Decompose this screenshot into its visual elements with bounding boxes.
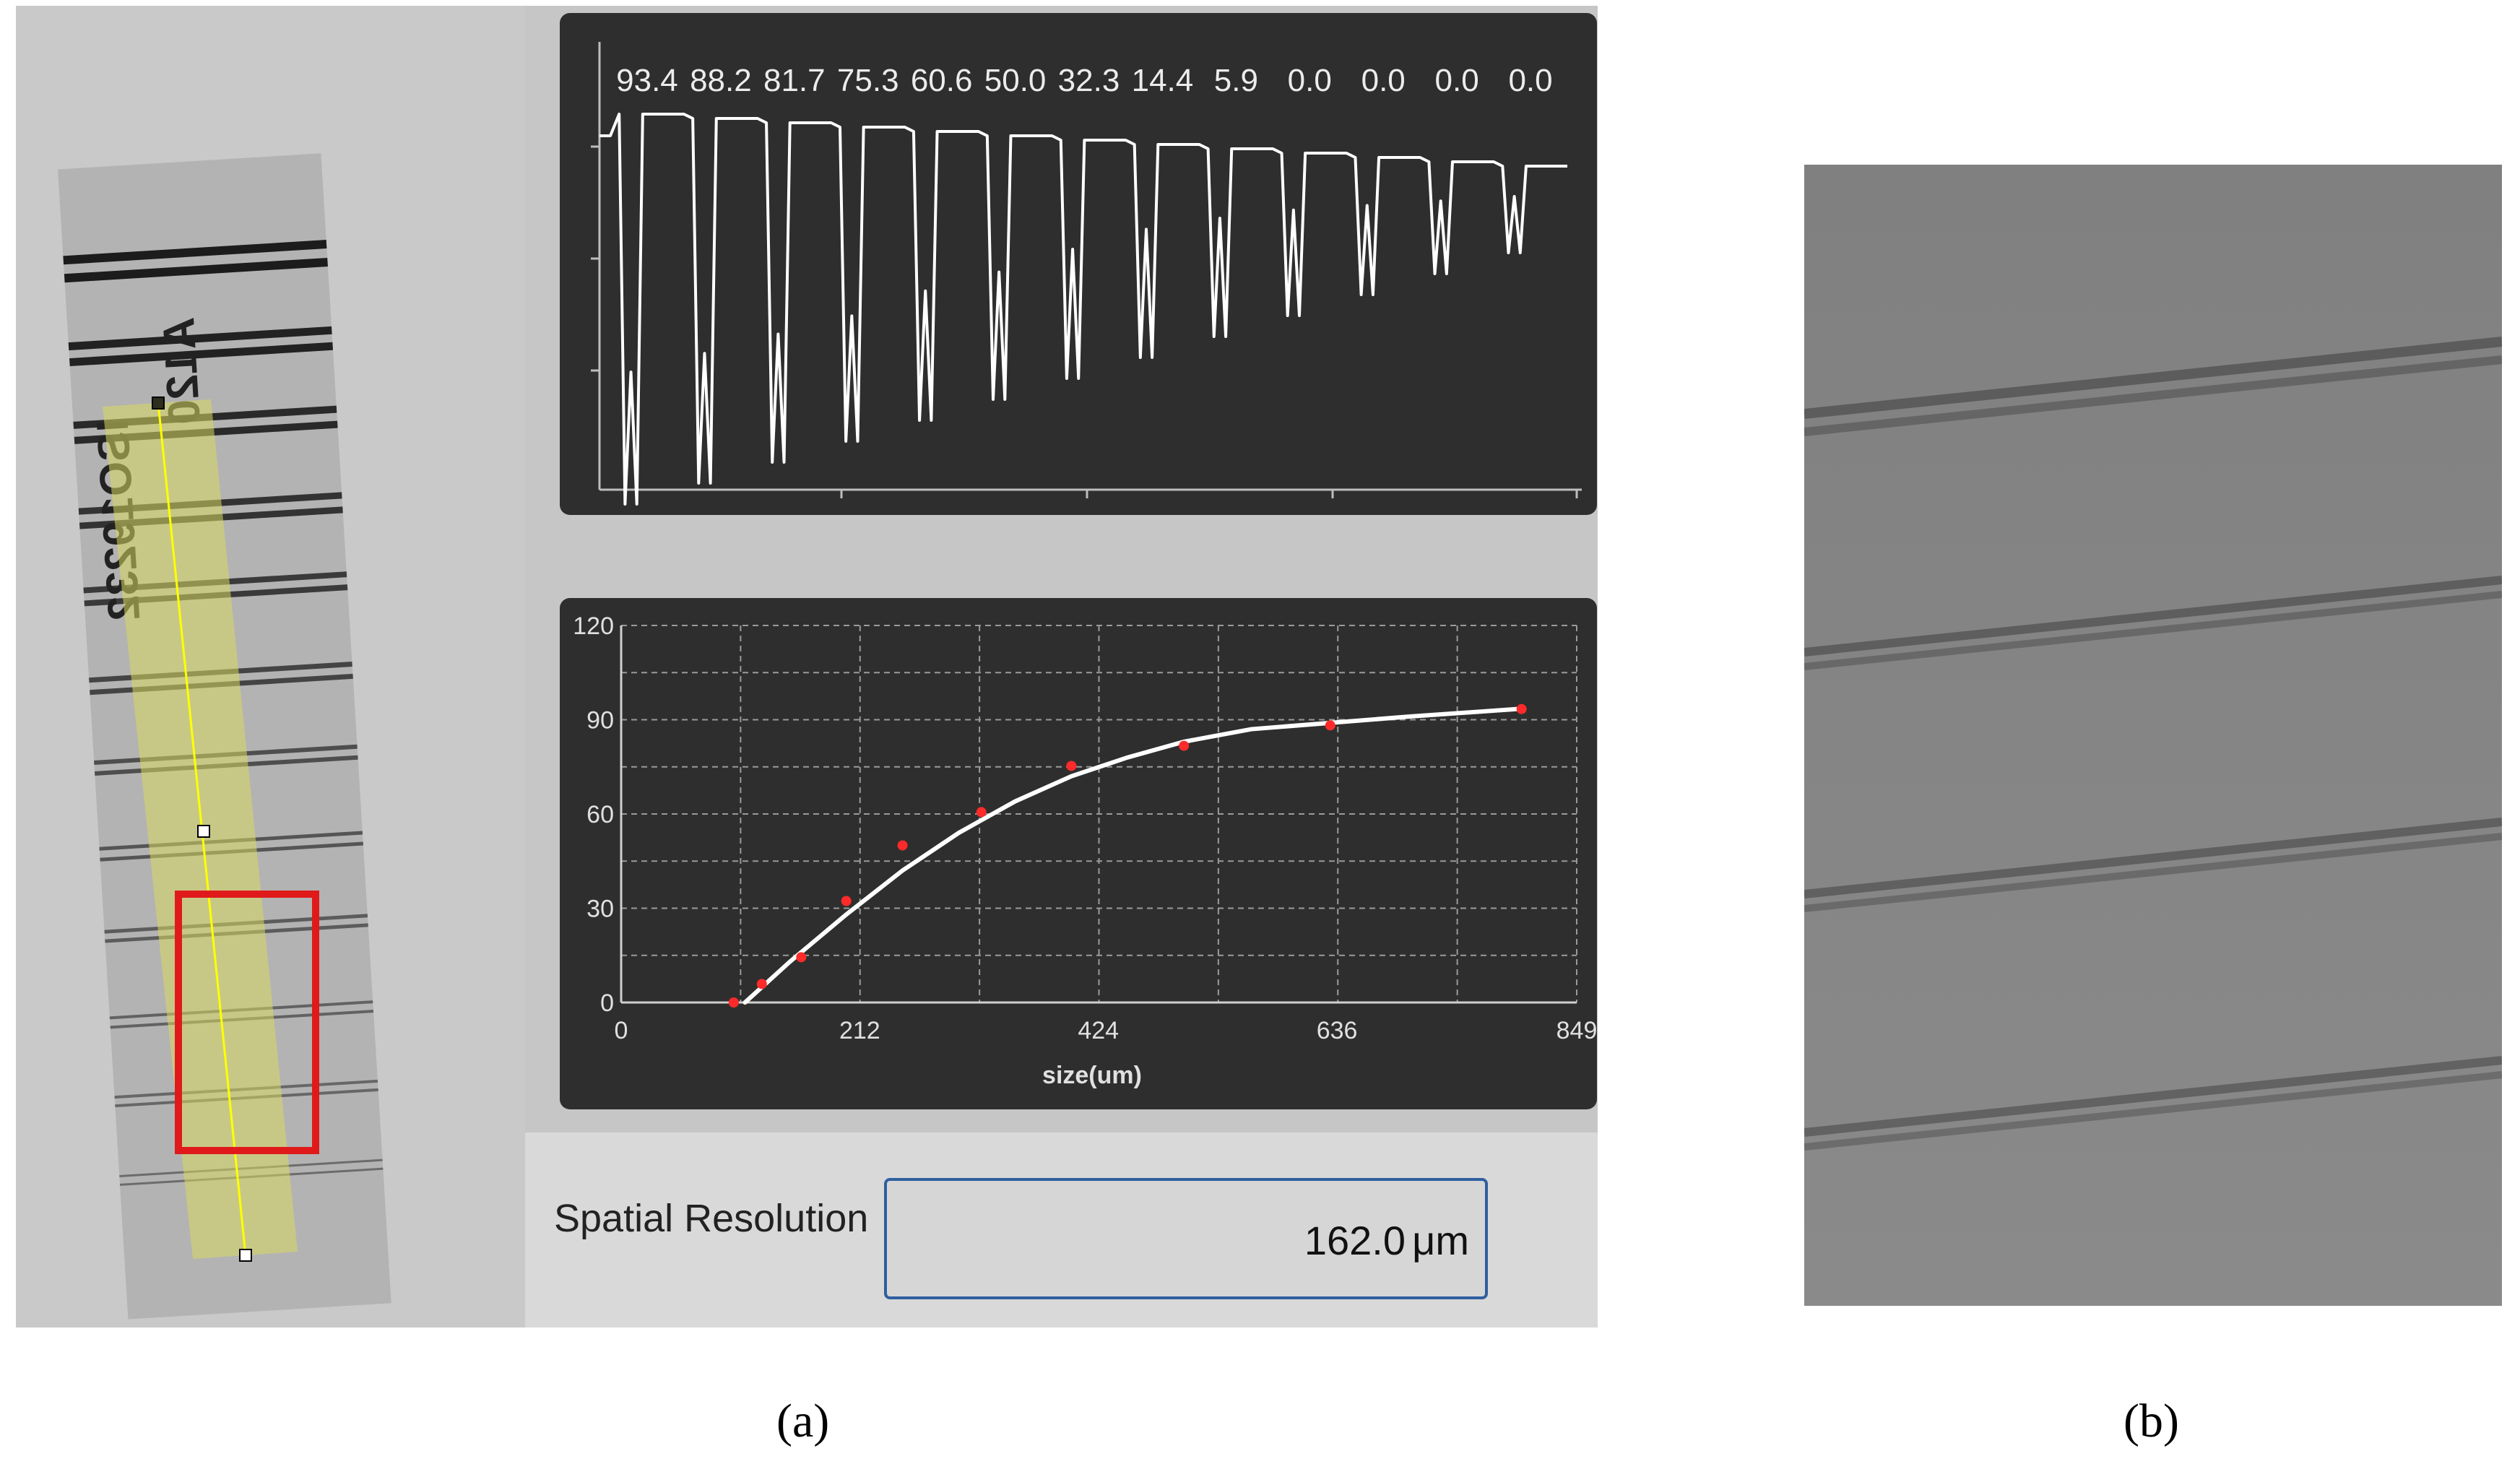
panel-a: ISO19232 A120 [16,6,1598,1327]
profile-curve [599,113,1567,506]
data-point [1179,740,1190,751]
mtf-chart-panel: 0 30 60 90 120 0 212 424 636 849 size(um) [560,598,1597,1109]
profile-value-labels: 93.4 88.2 81.7 75.3 60.6 50.0 32.3 14.4 5.9 0.0 0.… [616,63,1552,98]
profile-value-label: 0.0 [1435,63,1479,98]
profile-handle-mid[interactable] [197,825,210,838]
profile-value-label: 5.9 [1214,63,1258,98]
data-point [1516,703,1527,714]
xray-image-view[interactable]: ISO19232 A120 [16,6,525,1327]
y-tick-label: 0 [600,989,614,1017]
profile-plot: 93.4 88.2 81.7 75.3 60.6 50.0 32.3 14.4 5.9 0.0 0.… [591,42,1582,506]
data-point [1066,761,1077,771]
chart-grid [621,625,1577,1002]
analysis-area: 93.4 88.2 81.7 75.3 60.6 50.0 32.3 14.4 5.9 0.0 0.… [525,6,1598,1327]
profile-handle-start[interactable] [152,397,165,410]
zoomed-wires [1804,337,2502,1151]
spatial-resolution-unit: μm [1412,1218,1469,1263]
data-point [841,896,852,906]
caption-b: (b) [2123,1395,2179,1447]
profile-value-label: 0.0 [1361,63,1406,98]
x-tick-label: 212 [839,1017,880,1044]
measurement-roi[interactable] [175,891,319,1154]
profile-value-label: 32.3 [1058,63,1120,98]
x-tick-label: 849 [1556,1017,1597,1044]
y-tick-label: 60 [586,801,614,828]
profile-handle-end[interactable] [239,1249,252,1262]
x-tick-label: 424 [1078,1017,1119,1044]
spatial-resolution-label: Spatial Resolution [554,1197,869,1240]
profile-value-label: 0.0 [1508,63,1552,98]
x-axis-label: size(um) [1042,1062,1142,1089]
y-tick-label: 30 [586,896,614,923]
data-point [756,979,767,989]
fit-curve [742,706,1524,1005]
panel-b-zoomed-image [1804,165,2502,1306]
profile-ticks [591,145,1578,498]
x-tick-label: 636 [1317,1017,1358,1044]
xray-image: ISO19232 A120 [58,153,391,1320]
profile-panel: 93.4 88.2 81.7 75.3 60.6 50.0 32.3 14.4 5.9 0.0 0.… [560,13,1597,515]
caption-a: (a) [776,1395,830,1447]
profile-value-label: 81.7 [763,63,826,98]
profile-value-label: 0.0 [1288,63,1332,98]
data-point [897,840,908,851]
profile-value-label: 88.2 [690,63,752,98]
data-point [1325,720,1335,731]
spatial-resolution-value: 162.0 [1304,1218,1406,1263]
data-points [728,703,1527,1008]
data-point [976,807,987,818]
data-point [728,997,739,1008]
zoomed-wire-image [1804,165,2502,1306]
chart-axes [620,625,1577,1004]
y-tick-label: 90 [586,707,614,735]
chart-tick-labels: 0 30 60 90 120 0 212 424 636 849 [573,612,1597,1044]
result-row: Spatial Resolution 162.0 μm [525,1132,1598,1327]
y-tick-label: 120 [573,612,614,640]
mtf-chart: 0 30 60 90 120 0 212 424 636 849 size(um) [573,612,1597,1089]
profile-value-label: 75.3 [837,63,899,98]
profile-value-label: 60.6 [911,63,973,98]
spatial-resolution-field[interactable]: 162.0 μm [884,1178,1488,1299]
profile-value-label: 14.4 [1132,63,1194,98]
profile-value-label: 50.0 [984,63,1047,98]
data-point [796,952,807,963]
x-tick-label: 0 [615,1017,628,1044]
profile-value-label: 93.4 [616,63,678,98]
